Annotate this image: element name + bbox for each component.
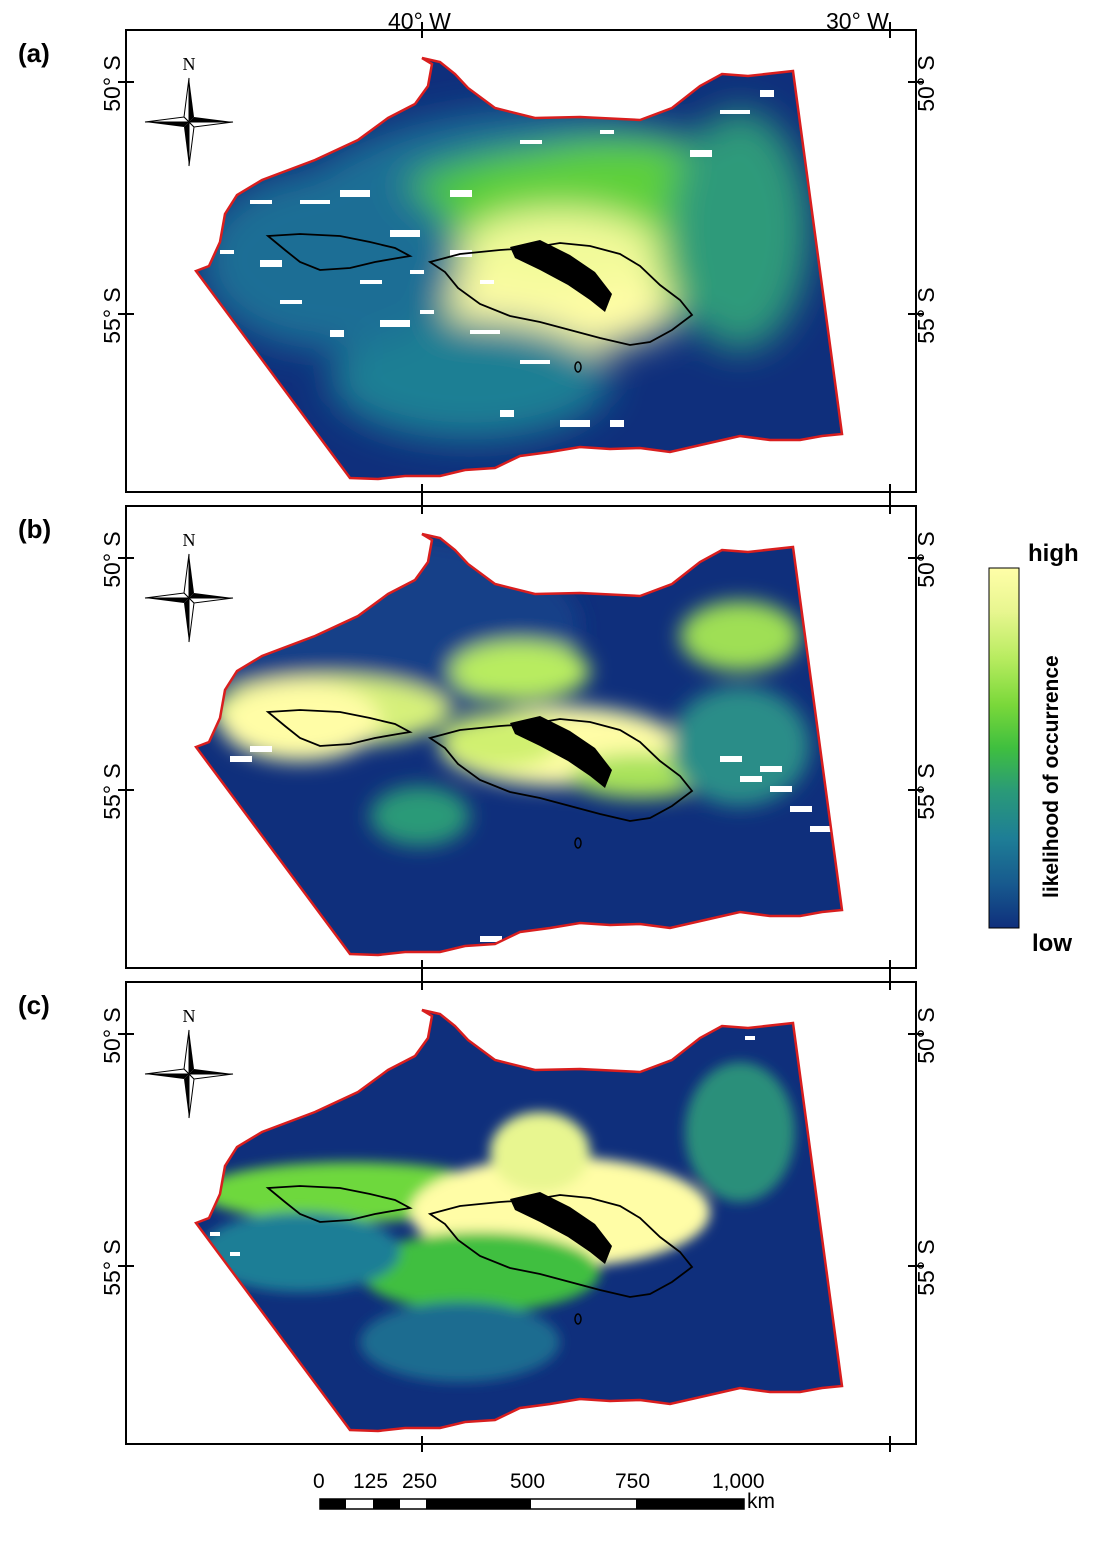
density-blob-9 bbox=[370, 786, 470, 846]
no-data-speck-1 bbox=[740, 776, 762, 782]
no-data-speck-0 bbox=[220, 250, 234, 254]
no-data-speck-10 bbox=[520, 140, 542, 144]
density-blob-7 bbox=[670, 110, 810, 350]
density-blob-5 bbox=[200, 1212, 400, 1292]
study-area-outline bbox=[194, 532, 844, 957]
likelihood-field bbox=[196, 58, 842, 479]
no-data-speck-7 bbox=[450, 190, 472, 197]
scale-label-0: 0 bbox=[313, 1470, 325, 1493]
islet bbox=[574, 837, 582, 849]
north-arrow-icon: N bbox=[144, 54, 234, 167]
no-data-speck-15 bbox=[760, 90, 774, 97]
no-data-speck-6 bbox=[420, 310, 434, 314]
no-data-speck-24 bbox=[480, 280, 494, 284]
legend-low-label: low bbox=[1032, 930, 1072, 957]
no-data-speck-6 bbox=[250, 746, 272, 752]
no-data-speck-12 bbox=[600, 130, 614, 134]
no-data-speck-9 bbox=[500, 410, 514, 417]
scale-unit: km bbox=[747, 1490, 775, 1513]
island-outline-west bbox=[265, 233, 413, 271]
no-data-speck-3 bbox=[790, 806, 812, 812]
island-outline-west bbox=[265, 709, 413, 747]
no-data-speck-0 bbox=[210, 1232, 220, 1236]
no-data-speck-14 bbox=[720, 110, 750, 114]
legend-high-label: high bbox=[1028, 540, 1079, 567]
no-data-speck-13 bbox=[690, 150, 712, 157]
map-frame bbox=[125, 981, 917, 1445]
no-data-speck-22 bbox=[250, 200, 272, 204]
north-arrow-icon: N bbox=[144, 1006, 234, 1119]
map-frame bbox=[125, 505, 917, 969]
north-arrow-label: N bbox=[183, 54, 196, 74]
north-arrow-label: N bbox=[183, 1006, 196, 1026]
no-data-speck-20 bbox=[520, 360, 550, 364]
no-data-speck-23 bbox=[380, 320, 410, 327]
no-data-speck-7 bbox=[480, 936, 502, 942]
density-blob-6 bbox=[200, 170, 460, 350]
panel-label-a: (a) bbox=[18, 38, 50, 68]
density-blob-4 bbox=[685, 1062, 795, 1202]
density-blob-3 bbox=[360, 1232, 600, 1312]
no-data-speck-4 bbox=[360, 280, 382, 284]
map-frame bbox=[125, 29, 917, 493]
map-panel-c: N bbox=[118, 974, 924, 1452]
no-data-speck-21 bbox=[610, 420, 624, 427]
density-blob-6 bbox=[360, 1302, 560, 1382]
legend-colorbar bbox=[988, 567, 1020, 929]
likelihood-field bbox=[196, 534, 842, 955]
no-data-speck-1 bbox=[230, 1252, 240, 1256]
no-data-speck-0 bbox=[720, 756, 742, 762]
north-arrow-icon: N bbox=[144, 530, 234, 643]
panel-label-b: (b) bbox=[18, 514, 52, 544]
no-data-speck-18 bbox=[410, 270, 424, 274]
density-blob-8 bbox=[670, 686, 810, 806]
island-land-mass bbox=[510, 716, 612, 788]
no-data-speck-11 bbox=[560, 420, 590, 427]
map-panel-a: N bbox=[118, 22, 924, 500]
island-outline-west bbox=[265, 1185, 413, 1223]
density-blob-5 bbox=[330, 320, 610, 440]
scale-bar bbox=[319, 1498, 745, 1510]
no-data-speck-8 bbox=[770, 786, 792, 792]
no-data-speck-8 bbox=[470, 330, 500, 334]
no-data-speck-1 bbox=[260, 260, 282, 267]
no-data-speck-2 bbox=[760, 766, 782, 772]
density-blob-2 bbox=[220, 681, 380, 761]
north-arrow-label: N bbox=[183, 530, 196, 550]
no-data-speck-3 bbox=[480, 1422, 490, 1426]
scale-label-250: 250 bbox=[402, 1470, 438, 1493]
study-area-outline bbox=[194, 56, 844, 481]
legend-title: likelihood of occurrence bbox=[1040, 655, 1063, 898]
no-data-speck-5 bbox=[230, 756, 252, 762]
map-panel-b: N bbox=[118, 498, 924, 976]
scale-label-500: 500 bbox=[510, 1470, 546, 1493]
no-data-speck-17 bbox=[340, 190, 370, 197]
islet bbox=[574, 1313, 582, 1325]
no-data-speck-2 bbox=[745, 1036, 755, 1040]
island-land-mass bbox=[510, 240, 612, 312]
density-blob-7 bbox=[680, 601, 800, 671]
no-data-speck-4 bbox=[810, 826, 832, 832]
islet bbox=[574, 361, 582, 373]
scale-label-1000: 1,000 bbox=[712, 1470, 765, 1493]
no-data-speck-5 bbox=[390, 230, 420, 237]
density-blob-3 bbox=[450, 641, 590, 701]
panel-label-c: (c) bbox=[18, 990, 50, 1020]
no-data-speck-3 bbox=[330, 330, 344, 337]
scale-label-750: 750 bbox=[615, 1470, 651, 1493]
no-data-speck-16 bbox=[280, 300, 302, 304]
island-land-mass bbox=[510, 1192, 612, 1264]
no-data-speck-2 bbox=[300, 200, 330, 204]
scale-label-125: 125 bbox=[353, 1470, 389, 1493]
study-area-outline bbox=[194, 1008, 844, 1433]
likelihood-field bbox=[196, 1010, 842, 1431]
density-blob-2 bbox=[490, 1112, 590, 1192]
